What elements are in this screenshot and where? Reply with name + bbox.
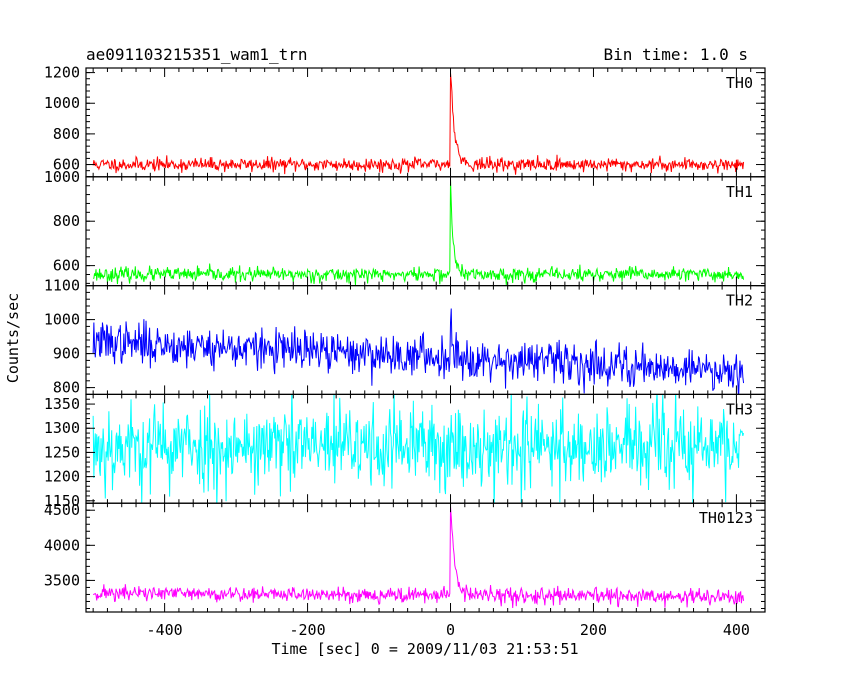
x-tick-label: 200 [580, 621, 607, 639]
series-line-th2 [92, 308, 745, 395]
x-tick-label: -400 [147, 621, 183, 639]
series-line-th1 [93, 179, 745, 286]
panel-label-th0123: TH0123 [699, 509, 753, 527]
panel-label-th3: TH3 [726, 400, 753, 418]
y-tick-label: 1200 [44, 468, 80, 486]
y-tick-label: 1100 [44, 277, 80, 295]
y-tick-label: 1300 [44, 419, 80, 437]
y-tick-label: 1350 [44, 395, 80, 413]
panel-frame [85, 67, 766, 178]
y-tick-label: 600 [53, 156, 80, 174]
y-tick-label: 800 [53, 212, 80, 230]
y-tick-label: 800 [53, 125, 80, 143]
y-tick-label: 600 [53, 257, 80, 275]
panel-frame [85, 502, 766, 613]
y-tick-label: 1000 [44, 168, 80, 186]
y-tick-label: 1150 [44, 492, 80, 510]
panel-label-th1: TH1 [726, 183, 753, 201]
y-tick-label: 1250 [44, 443, 80, 461]
x-tick-label: 400 [723, 621, 750, 639]
panel-stack: 600 800 1000 1200 TH0 600 800 1000 TH1 800 900 1000… [44, 64, 766, 639]
y-tick-label: 1000 [44, 311, 80, 329]
panel-label-th2: TH2 [726, 292, 753, 310]
y-tick-label: 800 [53, 379, 80, 397]
y-axis-label: Counts/sec [4, 293, 22, 383]
chart-title: ae091103215351_wam1_trn [86, 45, 308, 64]
x-tick-label: 0 [446, 621, 455, 639]
series-line-th3 [92, 394, 745, 504]
bin-time-label: Bin time: 1.0 s [604, 45, 749, 64]
series-line-th0123 [93, 506, 745, 609]
y-tick-label: 3500 [44, 571, 80, 589]
panel-label-th0: TH0 [726, 74, 753, 92]
series-line-th0 [92, 73, 745, 175]
x-axis-label: Time [sec] 0 = 2009/11/03 21:53:51 [271, 640, 578, 658]
y-tick-label: 4500 [44, 501, 80, 519]
y-tick-label: 4000 [44, 536, 80, 554]
y-tick-label: 1200 [44, 64, 80, 82]
x-tick-label: -200 [290, 621, 326, 639]
y-tick-label: 1000 [44, 94, 80, 112]
y-tick-label: 900 [53, 345, 80, 363]
